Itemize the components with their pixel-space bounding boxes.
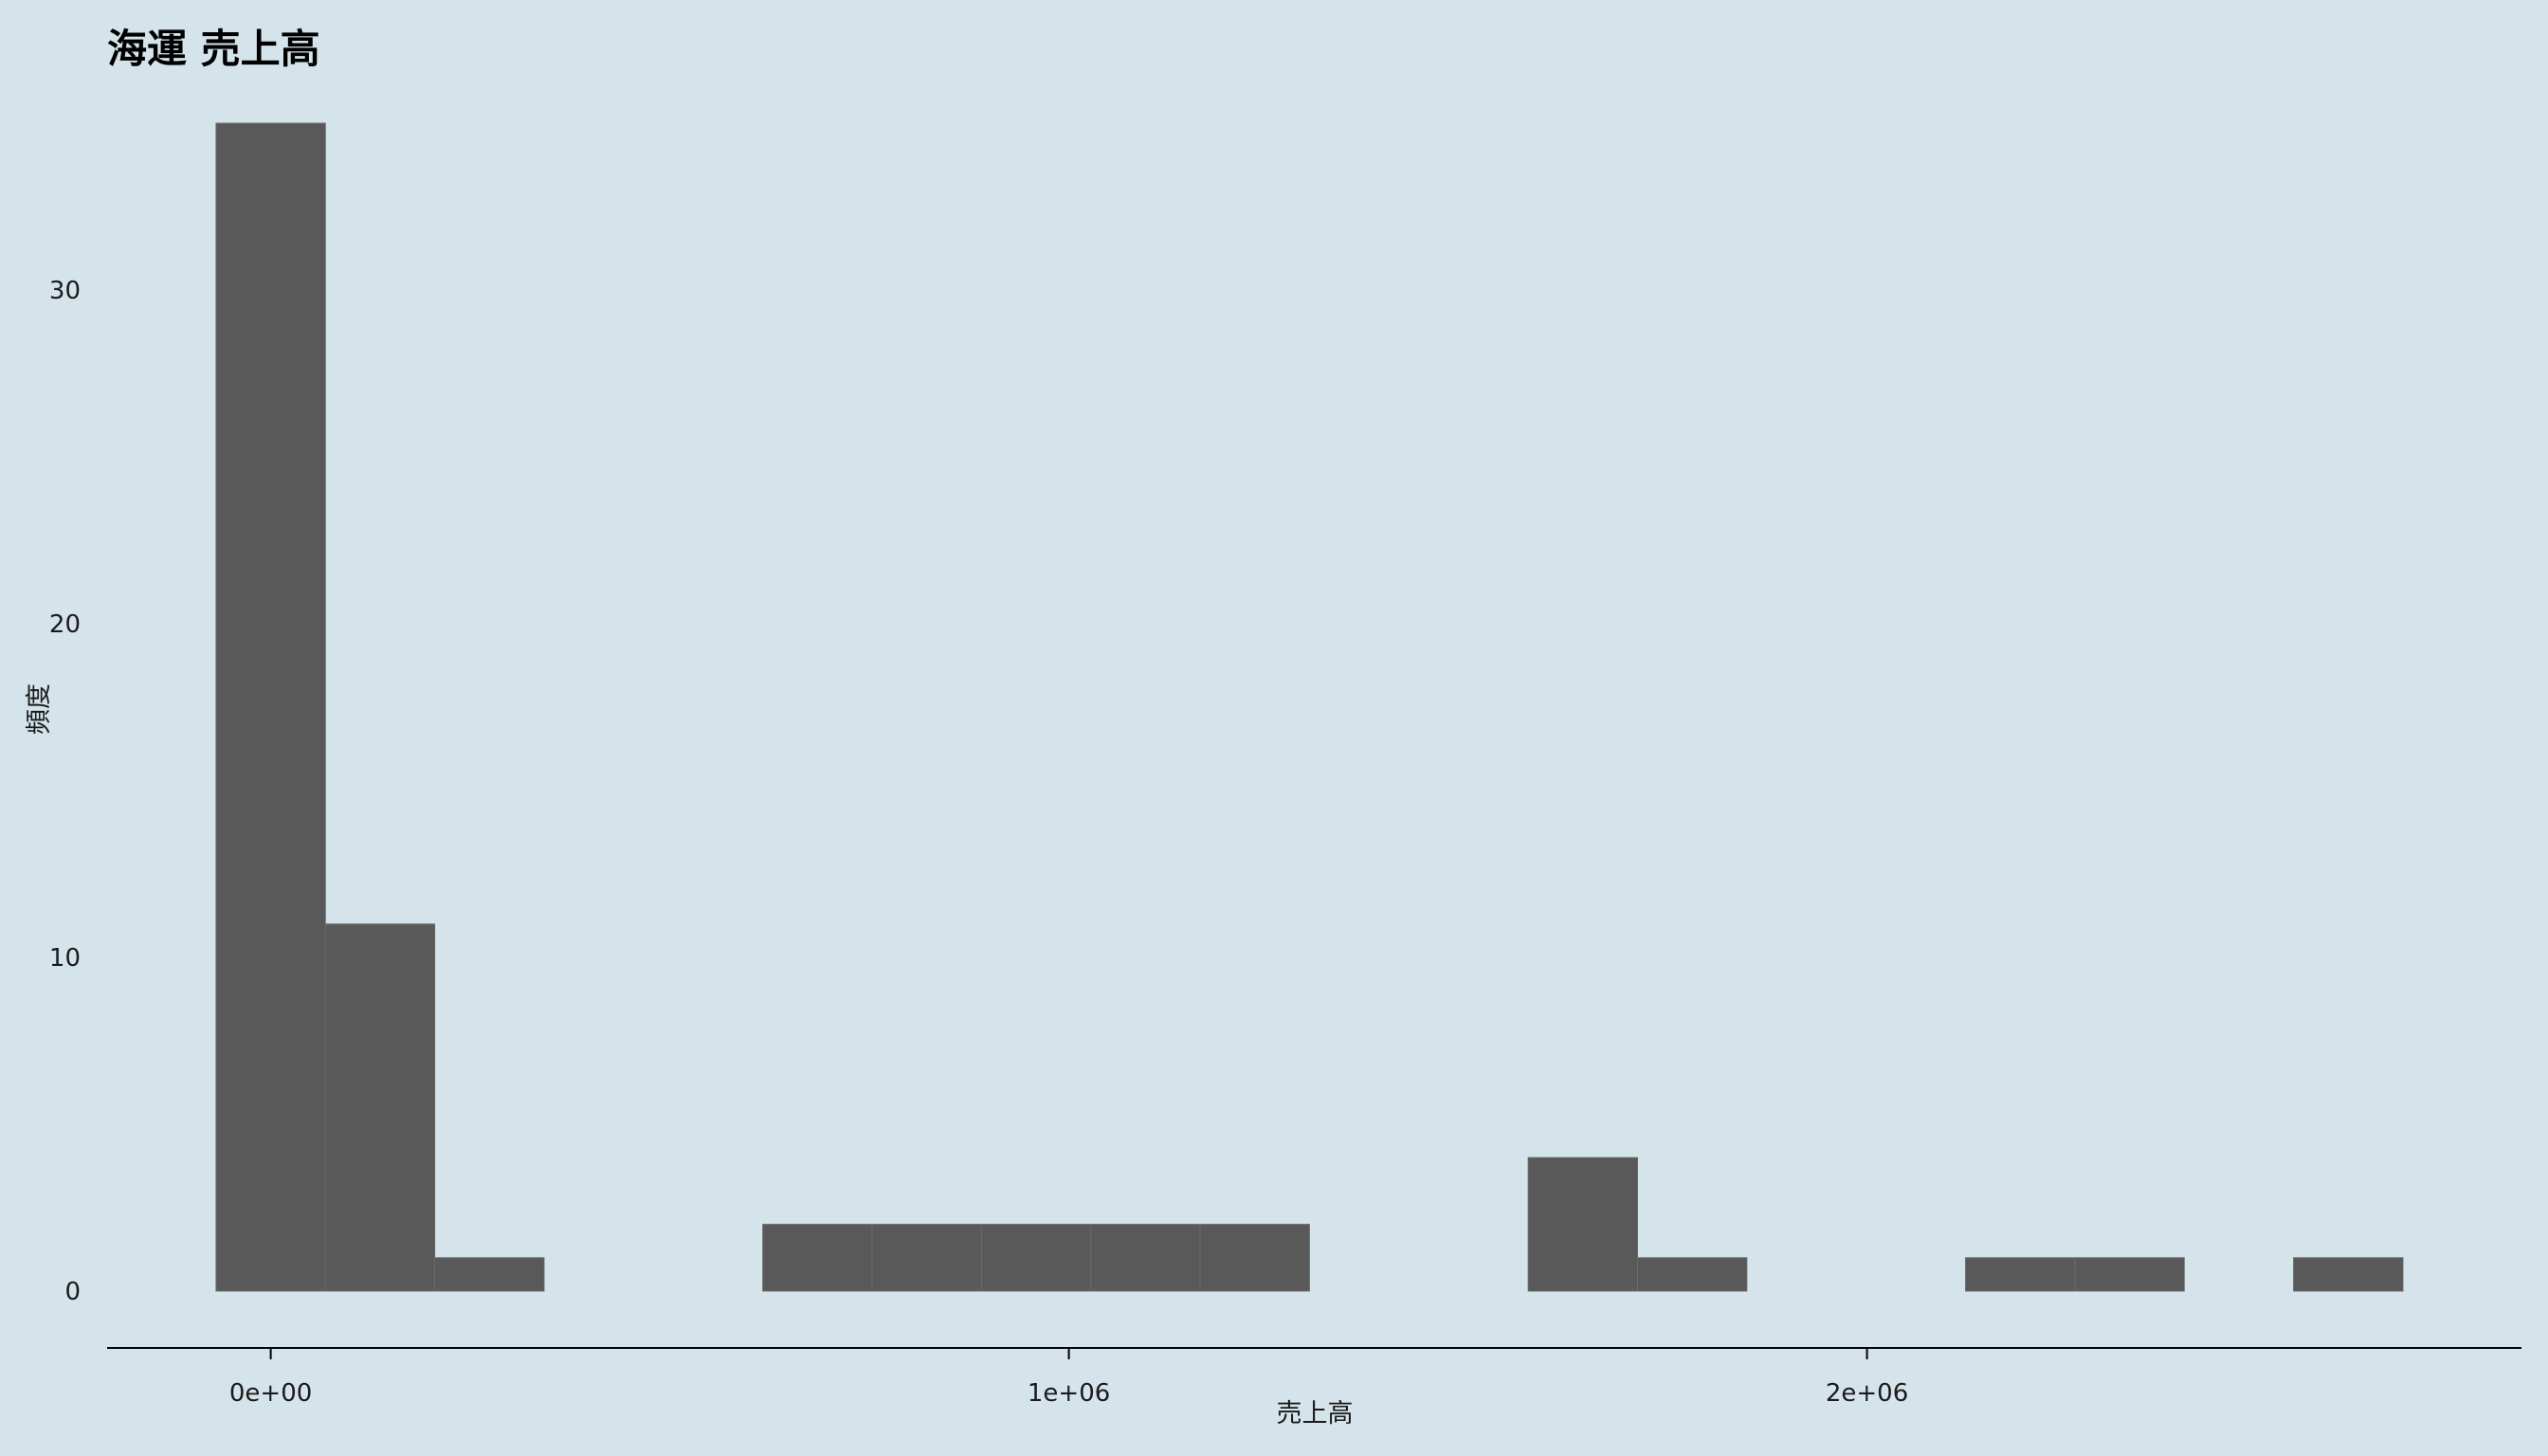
histogram-bar (762, 1224, 873, 1292)
x-tick-label: 1e+06 (1028, 1379, 1110, 1408)
x-tick-label: 2e+06 (1826, 1379, 1908, 1408)
histogram-bar (1090, 1224, 1201, 1292)
histogram-bar (215, 122, 326, 1292)
y-axis-label: 頻度 (25, 683, 54, 735)
x-tick-label: 0e+00 (229, 1379, 312, 1408)
histogram-bar (871, 1224, 982, 1292)
histogram-bar (324, 923, 436, 1292)
histogram-bar (980, 1224, 1092, 1292)
histogram-bar (434, 1257, 545, 1292)
chart-title: 海運 売上高 (107, 26, 320, 72)
histogram-bar (2074, 1257, 2185, 1292)
histogram-bars (215, 122, 2404, 1292)
histogram-bar (1637, 1257, 1748, 1292)
y-axis-ticks: 0 10 20 30 (49, 277, 81, 1306)
histogram-bar (1199, 1224, 1310, 1292)
y-tick-label: 10 (49, 944, 81, 973)
y-tick-label: 0 (64, 1278, 81, 1306)
y-tick-label: 30 (49, 277, 81, 305)
x-axis-label: 売上高 (1277, 1399, 1354, 1429)
histogram-bar (1965, 1257, 2076, 1292)
histogram-bar (1527, 1156, 1639, 1292)
y-tick-label: 20 (49, 610, 81, 639)
histogram-bar (2293, 1257, 2404, 1292)
x-axis-ticks: 0e+00 1e+06 2e+06 (229, 1348, 1908, 1408)
